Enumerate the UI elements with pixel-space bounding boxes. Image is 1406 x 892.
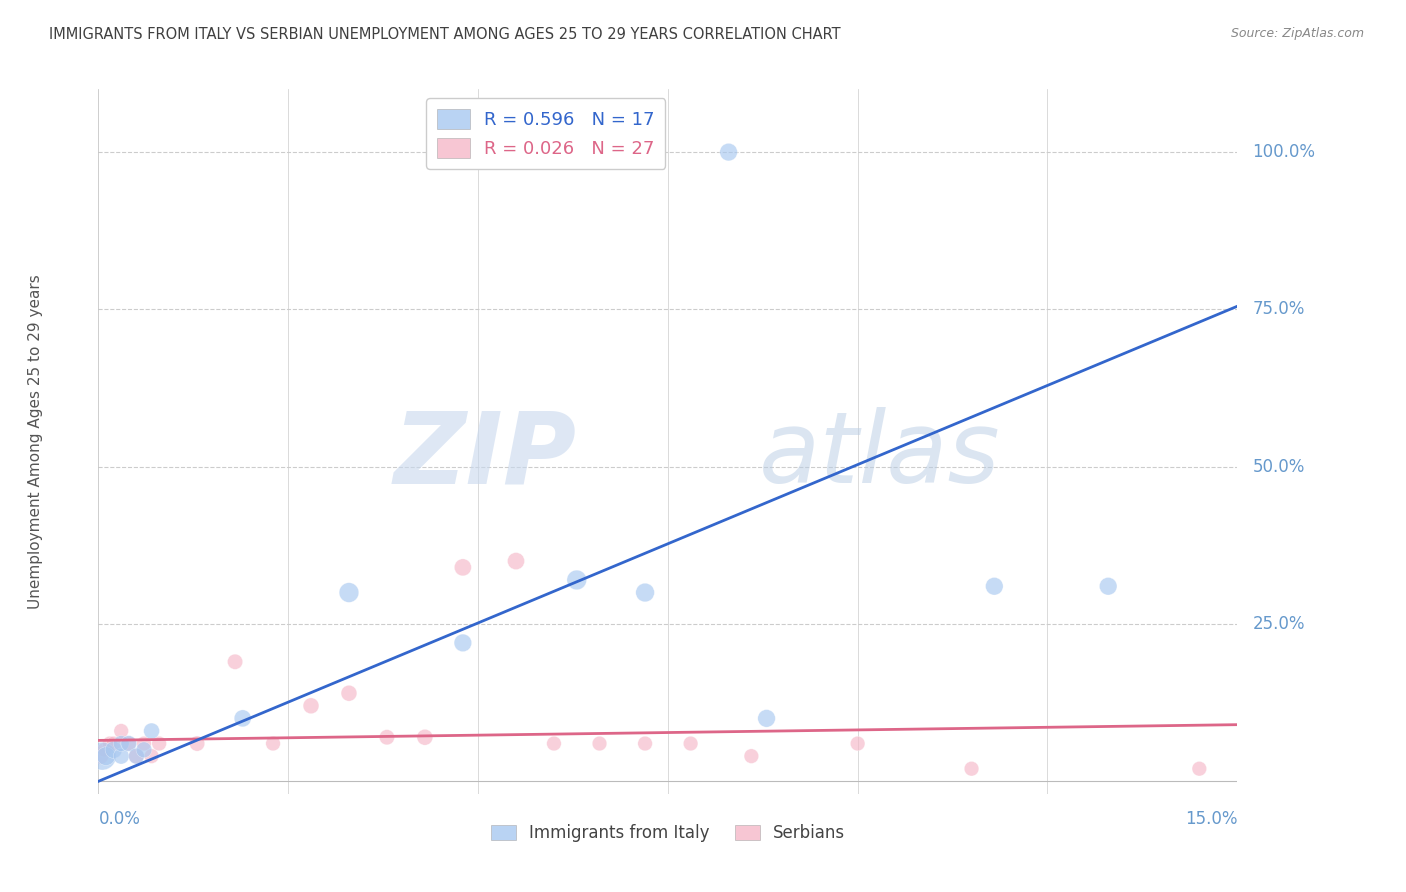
Point — [588, 737, 610, 751]
Point — [634, 737, 657, 751]
Text: 25.0%: 25.0% — [1253, 615, 1305, 633]
Point — [543, 737, 565, 751]
Point — [132, 737, 155, 751]
Point — [1097, 579, 1119, 593]
Text: Source: ZipAtlas.com: Source: ZipAtlas.com — [1230, 27, 1364, 40]
Point — [118, 737, 141, 751]
Point — [451, 636, 474, 650]
Text: 100.0%: 100.0% — [1253, 143, 1316, 161]
Point — [299, 698, 322, 713]
Point — [93, 743, 115, 757]
Point — [1188, 762, 1211, 776]
Point — [846, 737, 869, 751]
Point — [505, 554, 527, 568]
Text: 15.0%: 15.0% — [1185, 810, 1237, 828]
Point — [983, 579, 1005, 593]
Point — [755, 711, 778, 725]
Point — [634, 145, 657, 160]
Text: Unemployment Among Ages 25 to 29 years: Unemployment Among Ages 25 to 29 years — [28, 274, 44, 609]
Point — [337, 686, 360, 700]
Point — [232, 711, 254, 725]
Point — [960, 762, 983, 776]
Point — [148, 737, 170, 751]
Legend: Immigrants from Italy, Serbians: Immigrants from Italy, Serbians — [484, 818, 852, 849]
Text: 50.0%: 50.0% — [1253, 458, 1305, 475]
Text: 0.0%: 0.0% — [98, 810, 141, 828]
Point — [118, 737, 141, 751]
Point — [679, 737, 702, 751]
Point — [103, 743, 125, 757]
Point — [90, 749, 112, 764]
Point — [565, 573, 588, 587]
Text: ZIP: ZIP — [394, 407, 576, 504]
Point — [337, 585, 360, 599]
Point — [413, 731, 436, 745]
Point — [375, 731, 398, 745]
Point — [103, 737, 125, 751]
Point — [94, 749, 117, 764]
Point — [186, 737, 208, 751]
Point — [717, 145, 740, 160]
Point — [224, 655, 246, 669]
Point — [451, 560, 474, 574]
Point — [91, 749, 114, 764]
Text: 75.0%: 75.0% — [1253, 301, 1305, 318]
Point — [634, 585, 657, 599]
Point — [132, 743, 155, 757]
Point — [110, 749, 132, 764]
Point — [125, 749, 148, 764]
Point — [141, 723, 163, 738]
Point — [262, 737, 284, 751]
Point — [110, 723, 132, 738]
Text: IMMIGRANTS FROM ITALY VS SERBIAN UNEMPLOYMENT AMONG AGES 25 TO 29 YEARS CORRELAT: IMMIGRANTS FROM ITALY VS SERBIAN UNEMPLO… — [49, 27, 841, 42]
Point — [141, 749, 163, 764]
Point — [125, 749, 148, 764]
Point — [110, 737, 132, 751]
Point — [740, 749, 762, 764]
Text: atlas: atlas — [759, 407, 1001, 504]
Point — [98, 737, 121, 751]
